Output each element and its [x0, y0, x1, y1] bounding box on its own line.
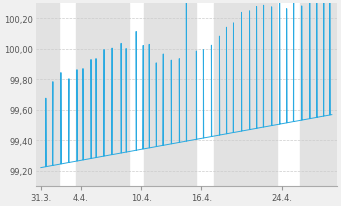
Bar — [214, 4, 277, 186]
Bar — [36, 4, 59, 186]
Bar — [76, 4, 129, 186]
Bar — [144, 4, 196, 186]
Bar — [300, 4, 340, 186]
